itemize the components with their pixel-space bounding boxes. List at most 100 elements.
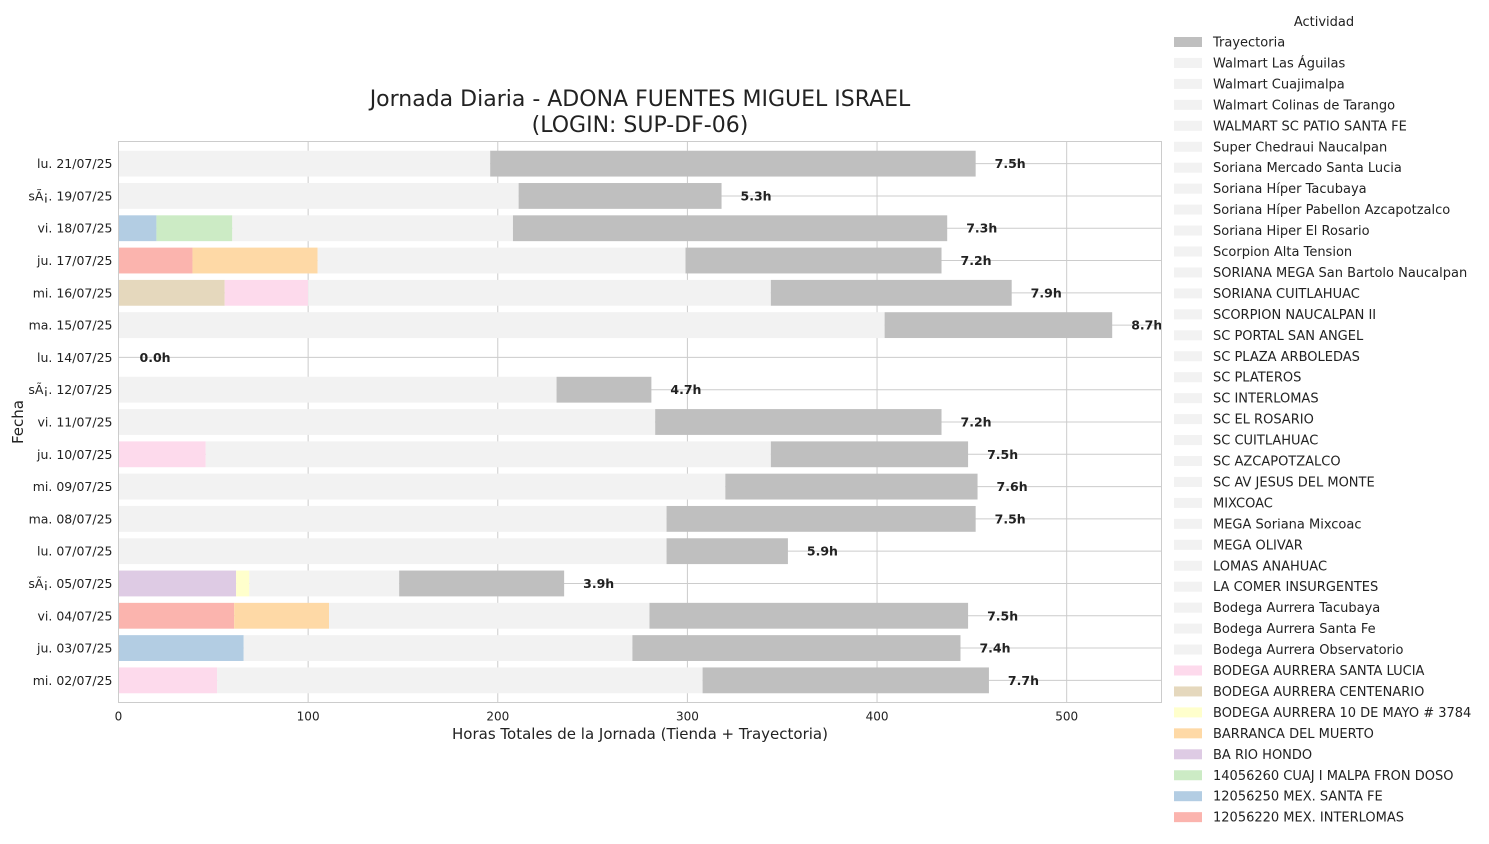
bar-segment	[118, 505, 667, 532]
legend-swatch	[1174, 57, 1202, 68]
bar-segment	[118, 247, 193, 274]
legend-entry-label: SC EL ROSARIO	[1213, 413, 1314, 428]
legend-entry-label: Soriana Mercado Santa Lucia	[1213, 161, 1402, 176]
legend-swatch	[1174, 246, 1202, 257]
y-tick-label: vi. 18/07/25	[38, 221, 113, 236]
bar-segment	[118, 635, 244, 661]
bar-segment	[317, 247, 686, 274]
total-label: 7.9h	[1031, 285, 1062, 300]
legend-swatch	[1174, 707, 1202, 718]
bar-segment	[632, 635, 961, 661]
legend-swatch	[1174, 456, 1202, 466]
legend-entry-label: SC PORTAL SAN ANGEL	[1213, 329, 1364, 344]
bar-segment	[118, 376, 557, 403]
legend: Actividad Trayectoria Walmart Las Águilas…	[1174, 15, 1471, 826]
x-tick-label: 300	[676, 710, 699, 724]
legend-entry-label: Soriana Híper Tacubaya	[1213, 182, 1367, 197]
legend-entry-label: BARRANCA DEL MUERTO	[1213, 727, 1374, 742]
x-tick-label: 200	[486, 710, 509, 724]
total-label: 7.5h	[995, 156, 1026, 171]
bar-segment	[118, 667, 218, 694]
bar-segment	[232, 215, 513, 242]
legend-swatch	[1174, 497, 1202, 508]
legend-swatch	[1174, 78, 1202, 89]
legend-entry-label: SORIANA MEGA San Bartolo Naucalpan	[1213, 266, 1467, 281]
y-tick-label: mi. 16/07/25	[33, 285, 113, 300]
y-tick-label: sÃ¡. 19/07/25	[28, 188, 112, 203]
legend-swatch	[1174, 414, 1202, 425]
legend-entry-label: Bodega Aurrera Santa Fe	[1213, 622, 1376, 637]
total-label: 7.7h	[1008, 673, 1039, 688]
legend-entry-label: BODEGA AURRERA 10 DE MAYO # 3784	[1213, 706, 1471, 721]
legend-swatch	[1174, 602, 1202, 613]
legend-entry-label: BODEGA AURRERA SANTA LUCIA	[1213, 664, 1425, 679]
legend-entry-label: Walmart Cuajimalpa	[1213, 77, 1345, 92]
bar-segment	[655, 409, 942, 435]
legend-swatch	[1174, 288, 1202, 299]
total-label: 0.0h	[140, 350, 171, 365]
bar-segment	[249, 570, 400, 597]
legend-swatch	[1174, 560, 1202, 571]
bar-segment	[118, 538, 667, 565]
bar-segment	[217, 667, 703, 694]
bar-segment	[308, 279, 771, 306]
legend-swatch	[1174, 267, 1202, 278]
legend-entry-label: SC CUITLAHUAC	[1213, 434, 1318, 449]
bar-segment	[118, 473, 726, 500]
legend-swatch	[1174, 770, 1202, 781]
legend-swatch	[1174, 623, 1202, 634]
value-labels-group: 7.5h 5.3h 7.3h 7.2h 7.9h 8.7h 0.0h 4.7h 7.2h 7.5h…	[140, 156, 1163, 688]
y-tick-label: vi. 04/07/25	[38, 608, 113, 623]
legend-swatch	[1174, 435, 1202, 446]
bar-segment	[118, 602, 235, 629]
plot-frame	[118, 141, 1162, 703]
legend-swatch	[1174, 791, 1202, 802]
bar-segment	[234, 602, 329, 629]
bar-segment	[328, 602, 650, 629]
legend-entry-label: LOMAS ANAHUAC	[1213, 559, 1327, 574]
y-tick-label: sÃ¡. 05/07/25	[28, 576, 112, 591]
bar-segment	[556, 376, 652, 403]
legend-swatch	[1174, 644, 1202, 655]
legend-swatch	[1174, 141, 1202, 152]
bar-segment	[236, 570, 250, 597]
legend-swatch	[1174, 225, 1202, 236]
total-label: 7.5h	[987, 608, 1018, 623]
legend-entry-label: MEGA Soriana Mixcoac	[1213, 517, 1362, 532]
legend-entry-label: SC PLAZA ARBOLEDAS	[1213, 350, 1360, 365]
bar-segment	[243, 635, 633, 661]
legend-title: Actividad	[1294, 15, 1354, 30]
legend-entry-label: SC AZCAPOTZALCO	[1213, 455, 1341, 470]
bar-segment	[224, 279, 309, 306]
bar-segment	[399, 570, 565, 597]
x-tick-label: 0	[115, 710, 123, 724]
legend-entry-label: BA RIO HONDO	[1213, 748, 1312, 763]
x-tick-label: 100	[297, 710, 320, 724]
legend-entry-label: SCORPION NAUCALPAN II	[1213, 308, 1376, 323]
legend-swatch	[1174, 749, 1202, 760]
y-tick-label: lu. 14/07/25	[37, 350, 112, 365]
bar-segment	[725, 473, 978, 500]
bar-segment	[205, 441, 771, 468]
total-label: 7.4h	[979, 641, 1010, 656]
total-label: 4.7h	[670, 382, 701, 397]
legend-swatch	[1174, 120, 1202, 131]
legend-entry-label: MEGA OLIVAR	[1213, 538, 1303, 553]
bar-segment	[512, 215, 948, 242]
total-label: 8.7h	[1131, 318, 1162, 333]
bar-segment	[156, 215, 233, 242]
legend-swatch	[1174, 183, 1202, 194]
total-label: 7.2h	[961, 415, 992, 430]
x-tick-label: 500	[1055, 710, 1078, 724]
legend-entry-label: WALMART SC PATIO SANTA FE	[1213, 119, 1407, 134]
bar-segment	[702, 667, 989, 694]
legend-swatch	[1174, 99, 1202, 110]
bar-segment	[118, 279, 225, 306]
legend-entry-label: SORIANA CUITLAHUAC	[1213, 287, 1360, 302]
legend-swatch	[1174, 351, 1202, 362]
legend-entry-label: Soriana Híper Pabellon Azcapotzalco	[1213, 203, 1450, 218]
total-label: 5.9h	[807, 544, 838, 559]
legend-swatch	[1174, 372, 1202, 383]
bar-segment	[770, 279, 1012, 306]
